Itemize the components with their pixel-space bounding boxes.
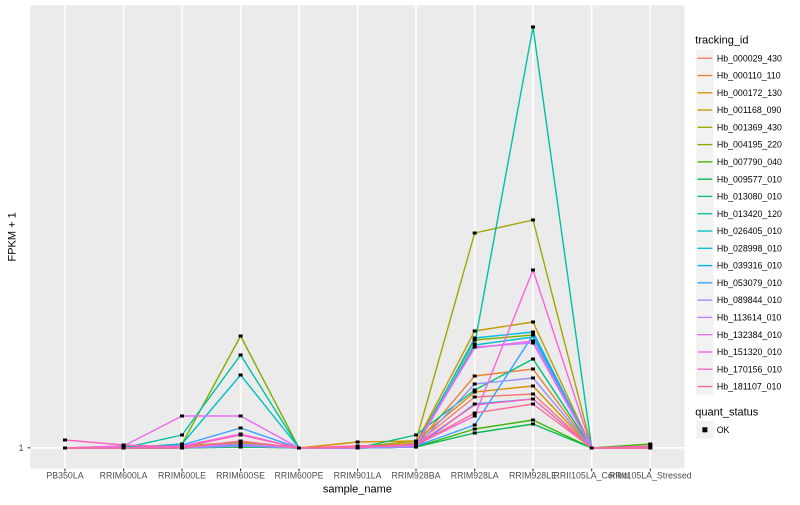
svg-text:FPKM + 1: FPKM + 1 (7, 212, 19, 261)
svg-text:Hb_007790_040: Hb_007790_040 (717, 157, 782, 167)
svg-text:quant_status: quant_status (695, 406, 758, 418)
svg-text:RRII105LA_Control: RRII105LA_Control (554, 470, 630, 480)
svg-text:PB350LA: PB350LA (46, 470, 83, 480)
svg-text:Hb_026405_010: Hb_026405_010 (717, 226, 782, 236)
svg-text:RRIM928BA: RRIM928BA (392, 470, 441, 480)
svg-text:Hb_089844_010: Hb_089844_010 (717, 295, 782, 305)
svg-text:Hb_001168_090: Hb_001168_090 (717, 105, 782, 115)
svg-text:RRIM928LE: RRIM928LE (509, 470, 557, 480)
svg-text:Hb_170156_010: Hb_170156_010 (717, 364, 782, 374)
svg-text:Hb_132384_010: Hb_132384_010 (717, 330, 782, 340)
svg-text:Hb_039316_010: Hb_039316_010 (717, 261, 782, 271)
svg-text:RRII105LA_Stressed: RRII105LA_Stressed (609, 470, 692, 480)
svg-text:RRIM928LA: RRIM928LA (451, 470, 499, 480)
svg-text:sample_name: sample_name (323, 483, 392, 495)
svg-text:Hb_001369_430: Hb_001369_430 (717, 122, 782, 132)
svg-text:Hb_013080_010: Hb_013080_010 (717, 192, 782, 202)
svg-text:RRIM600PE: RRIM600PE (275, 470, 324, 480)
svg-text:RRIM600LE: RRIM600LE (158, 470, 206, 480)
svg-text:1: 1 (19, 443, 24, 453)
svg-text:Hb_000172_130: Hb_000172_130 (717, 88, 782, 98)
svg-text:Hb_000029_430: Hb_000029_430 (717, 53, 782, 63)
svg-text:Hb_113614_010: Hb_113614_010 (717, 313, 782, 323)
svg-text:Hb_009577_010: Hb_009577_010 (717, 174, 782, 184)
svg-text:RRIM600SE: RRIM600SE (216, 470, 265, 480)
svg-text:Hb_028998_010: Hb_028998_010 (717, 243, 782, 253)
svg-text:tracking_id: tracking_id (695, 35, 748, 47)
svg-text:Hb_013420_120: Hb_013420_120 (717, 209, 782, 219)
svg-text:Hb_004195_220: Hb_004195_220 (717, 140, 782, 150)
svg-text:Hb_181107_010: Hb_181107_010 (717, 382, 782, 392)
svg-text:Hb_053079_010: Hb_053079_010 (717, 278, 782, 288)
svg-text:Hb_000110_110: Hb_000110_110 (717, 71, 781, 81)
svg-text:RRIM901LA: RRIM901LA (334, 470, 382, 480)
svg-text:Hb_151320_010: Hb_151320_010 (717, 347, 782, 357)
svg-text:OK: OK (717, 425, 730, 435)
svg-text:RRIM600LA: RRIM600LA (100, 470, 148, 480)
